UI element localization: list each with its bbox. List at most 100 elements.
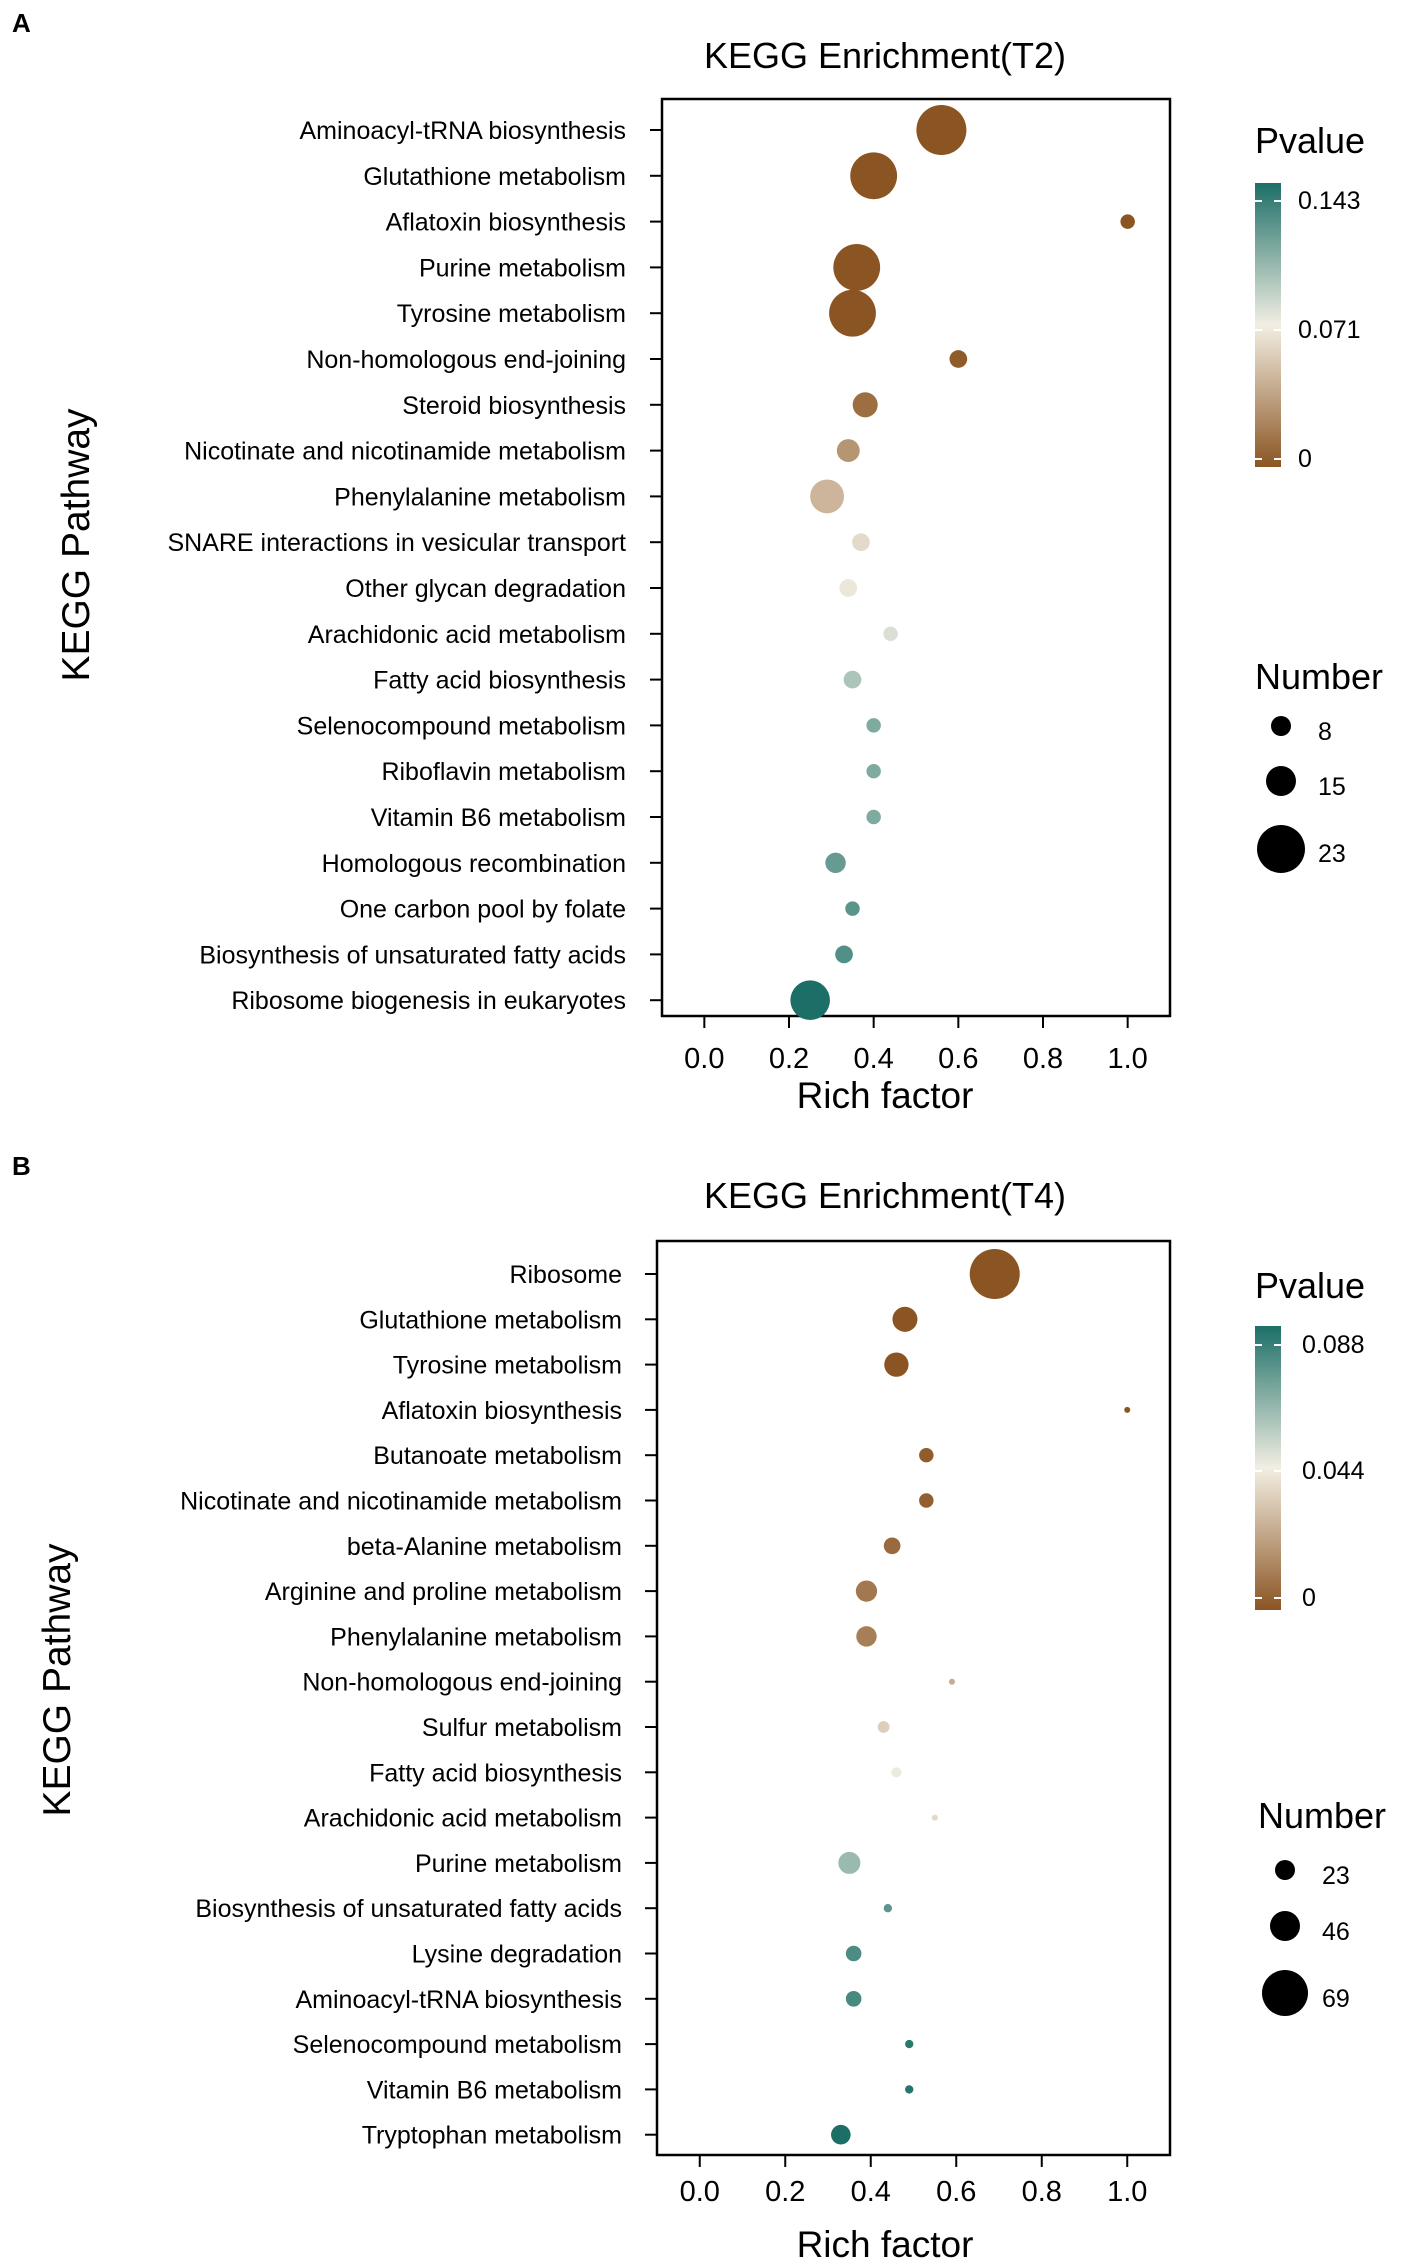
y-tick-label: Tryptophan metabolism: [362, 2122, 622, 2150]
data-point: [850, 152, 898, 200]
size-legend: Number 8 15 23: [1255, 656, 1383, 873]
data-point: [919, 1493, 934, 1508]
x-tick-label: 0.6: [938, 1043, 978, 1075]
y-tick-label: Butanoate metabolism: [373, 1442, 622, 1470]
y-tick-label: Aflatoxin biosynthesis: [382, 1397, 622, 1425]
data-point: [845, 901, 860, 916]
data-point: [790, 980, 830, 1020]
y-axis-label: KEGG Pathway: [36, 1543, 79, 1817]
x-tick-label: 0.0: [680, 2176, 720, 2208]
y-tick-label: Riboflavin metabolism: [381, 758, 626, 786]
x-tick-label: 0.0: [684, 1043, 724, 1075]
y-tick-label: Lysine degradation: [412, 1941, 622, 1969]
size-key: [1266, 766, 1296, 796]
data-point: [892, 1306, 918, 1332]
size-key-label: 8: [1318, 718, 1332, 746]
x-axis-label: Rich factor: [797, 1075, 974, 1116]
color-tick-label: 0.044: [1302, 1457, 1365, 1485]
size-key: [1262, 1970, 1308, 2016]
y-tick-label: Glutathione metabolism: [363, 163, 626, 191]
plot-frame: [655, 1239, 1172, 2157]
y-axis-label: KEGG Pathway: [55, 408, 98, 682]
pvalue-legend: Pvalue 0.143 0.071 0: [1255, 120, 1365, 473]
panel-b: B KEGG Enrichment(T4) Ribosome Glutathion…: [12, 1151, 1386, 2265]
y-tick-label: Purine metabolism: [419, 254, 626, 282]
size-key-label: 15: [1318, 773, 1346, 801]
size-key-label: 46: [1322, 1918, 1350, 1946]
data-point: [836, 439, 860, 463]
data-point: [919, 1447, 934, 1463]
color-tick-label: 0.143: [1298, 187, 1361, 215]
color-tick-label: 0: [1298, 445, 1312, 473]
legend-title: Pvalue: [1255, 120, 1365, 161]
x-tick-label: 0.2: [765, 2176, 805, 2208]
plot-frame: [660, 97, 1172, 1018]
y-tick-label: Vitamin B6 metabolism: [367, 2076, 622, 2104]
data-point: [845, 1945, 862, 1962]
x-tick-label: 0.4: [851, 2176, 891, 2208]
data-point: [833, 243, 881, 291]
size-key-label: 23: [1318, 840, 1346, 868]
data-point: [838, 1851, 861, 1874]
y-tick-label: Selenocompound metabolism: [293, 2031, 622, 2059]
data-point: [1120, 214, 1135, 229]
data-point: [891, 1767, 902, 1778]
y-tick-label: Aminoacyl-tRNA biosynthesis: [295, 1986, 622, 2014]
data-point: [866, 809, 881, 825]
x-tick-label: 1.0: [1107, 2176, 1147, 2208]
data-point: [845, 1990, 862, 2007]
y-tick-label: Arachidonic acid metabolism: [304, 1805, 622, 1833]
pvalue-legend: Pvalue 0.088 0.044 0: [1255, 1265, 1365, 1612]
y-tick-label: Selenocompound metabolism: [297, 712, 626, 740]
x-tick-label: 0.8: [1022, 2176, 1062, 2208]
data-point: [839, 579, 858, 597]
y-tick-label: Phenylalanine metabolism: [330, 1623, 622, 1651]
size-legend: Number 23 46 69: [1258, 1795, 1386, 2016]
legend-title: Number: [1258, 1795, 1386, 1836]
data-points: [790, 104, 1135, 1020]
size-key: [1271, 716, 1291, 736]
color-tick-label: 0: [1302, 1584, 1316, 1612]
data-point: [866, 718, 881, 733]
y-tick-label: Fatty acid biosynthesis: [373, 667, 626, 695]
y-tick-label: Glutathione metabolism: [359, 1306, 622, 1334]
y-tick-label: Nicotinate and nicotinamide metabolism: [180, 1488, 622, 1516]
data-point: [877, 1721, 890, 1733]
data-point: [852, 392, 878, 418]
x-tick-label: 0.6: [936, 2176, 976, 2208]
size-key-label: 69: [1322, 1985, 1350, 2013]
y-tick-label: SNARE interactions in vesicular transpor…: [167, 529, 626, 557]
x-tick-label: 0.8: [1023, 1043, 1063, 1075]
data-point: [883, 1537, 901, 1555]
data-point: [829, 289, 876, 337]
y-tick-label: Non-homologous end-joining: [306, 346, 626, 374]
chart-title: KEGG Enrichment(T4): [704, 1175, 1066, 1216]
size-key: [1257, 825, 1305, 873]
data-point: [905, 2085, 914, 2094]
y-tick-label: Non-homologous end-joining: [302, 1669, 622, 1697]
y-tick-label: Aflatoxin biosynthesis: [386, 209, 626, 237]
y-tick-label: Ribosome: [509, 1261, 622, 1289]
data-point: [931, 1814, 938, 1821]
x-tick-label: 0.4: [854, 1043, 894, 1075]
color-tick-label: 0.088: [1302, 1331, 1365, 1359]
x-axis-label: Rich factor: [797, 2224, 974, 2265]
data-point: [855, 1580, 878, 1602]
data-point: [949, 350, 968, 368]
size-key: [1270, 1911, 1300, 1941]
x-axis: 0.0 0.2 0.4 0.6 0.8 1.0: [684, 1016, 1148, 1075]
data-point: [843, 670, 862, 689]
data-point: [825, 852, 846, 874]
data-point: [948, 1678, 955, 1685]
data-point: [810, 479, 845, 514]
size-key: [1275, 1860, 1295, 1880]
data-point: [905, 2039, 914, 2049]
y-tick-label: Nicotinate and nicotinamide metabolism: [184, 438, 626, 466]
y-axis: Aminoacyl-tRNA biosynthesis Glutathione m…: [167, 117, 662, 1015]
size-key-label: 23: [1322, 1862, 1350, 1890]
chart-title: KEGG Enrichment(T2): [704, 35, 1066, 76]
y-tick-label: Arachidonic acid metabolism: [308, 621, 626, 649]
y-tick-label: Other glycan degradation: [345, 575, 626, 603]
panel-label: B: [12, 1151, 31, 1181]
data-point: [916, 104, 967, 156]
